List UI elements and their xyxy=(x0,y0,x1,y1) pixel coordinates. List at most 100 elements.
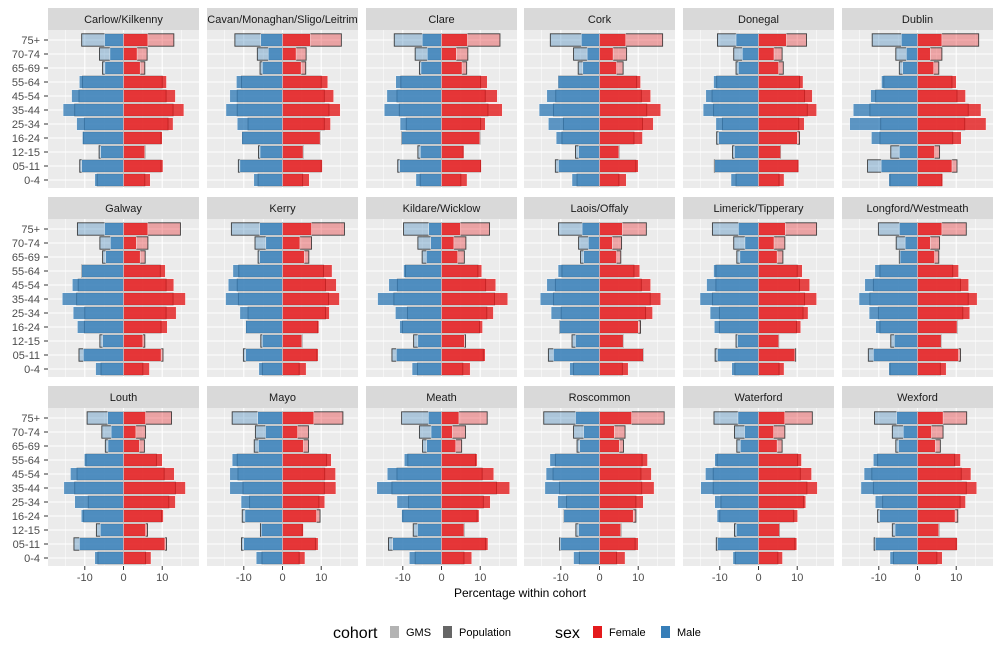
bar-population-male-55-64 xyxy=(873,453,918,467)
bar-population-male-55-64 xyxy=(232,264,283,278)
bar-population-female-25-34 xyxy=(758,495,806,509)
bar-population-female-45-54 xyxy=(599,467,652,481)
bar-population-female-25-34 xyxy=(758,306,809,320)
bar-population-male-45-54 xyxy=(71,89,124,103)
bar-population-female-05-11 xyxy=(282,537,319,551)
bar-population-male-55-64 xyxy=(881,75,918,89)
bar-population-female-25-34 xyxy=(758,117,805,131)
facet-panel: Donegal xyxy=(683,8,834,188)
bar-population-male-75+ xyxy=(107,411,124,425)
bar-population-female-70-74 xyxy=(441,47,457,61)
y-tick-label: 12-15 xyxy=(12,525,40,537)
bar-population-female-75+ xyxy=(599,33,627,47)
bar-population-female-16-24 xyxy=(917,131,962,145)
bar-population-female-55-64 xyxy=(599,453,648,467)
bar-population-male-45-54 xyxy=(229,89,283,103)
bar-population-male-55-64 xyxy=(231,453,283,467)
bar-population-male-12-15 xyxy=(100,145,124,159)
facet-strip-title: Galway xyxy=(105,203,142,215)
bar-population-male-75+ xyxy=(104,33,124,47)
facet-strip xyxy=(683,8,834,30)
bar-population-male-16-24 xyxy=(399,320,442,334)
bar-population-female-55-64 xyxy=(917,453,961,467)
facet-panel: Cavan/Monaghan/Sligo/Leitrim xyxy=(207,8,358,188)
bar-population-male-25-34 xyxy=(395,306,442,320)
bar-population-female-45-54 xyxy=(282,278,337,292)
x-tick-label: -10 xyxy=(553,572,569,584)
bar-population-female-35-44 xyxy=(123,481,186,495)
bar-population-female-35-44 xyxy=(758,481,818,495)
bar-population-female-55-64 xyxy=(599,75,641,89)
bar-population-female-65-69 xyxy=(917,250,935,264)
bar-population-female-05-11 xyxy=(917,159,953,173)
bar-population-male-65-69 xyxy=(740,439,759,453)
bar-population-female-25-34 xyxy=(441,495,491,509)
bar-population-male-75+ xyxy=(575,411,600,425)
bar-population-male-35-44 xyxy=(229,481,283,495)
bar-population-female-35-44 xyxy=(917,292,978,306)
bar-population-male-70-74 xyxy=(902,425,918,439)
facet-strip-title: Mayo xyxy=(269,392,296,404)
bar-population-male-16-24 xyxy=(401,131,442,145)
bar-population-male-35-44 xyxy=(63,481,124,495)
bar-population-male-70-74 xyxy=(744,425,759,439)
bar-population-female-12-15 xyxy=(917,523,939,537)
bar-population-male-65-69 xyxy=(582,61,600,75)
bar-population-male-55-64 xyxy=(236,75,283,89)
bar-population-female-55-64 xyxy=(441,264,482,278)
bar-population-male-45-54 xyxy=(546,89,600,103)
facet-strip-title: Wexford xyxy=(897,392,938,404)
facet-panel: Louth xyxy=(48,386,199,566)
bar-population-male-65-69 xyxy=(738,61,759,75)
x-tick-label: 10 xyxy=(156,572,168,584)
x-tick-label: 10 xyxy=(474,572,486,584)
bar-population-male-25-34 xyxy=(72,306,124,320)
y-tick-label: 75+ xyxy=(21,224,40,236)
bar-population-male-12-15 xyxy=(736,523,759,537)
bar-population-female-70-74 xyxy=(599,47,614,61)
y-tick-label: 05-11 xyxy=(13,161,40,173)
bar-population-male-0-4 xyxy=(94,173,124,187)
bar-population-female-75+ xyxy=(758,33,787,47)
bar-population-male-0-4 xyxy=(889,551,918,565)
bar-population-female-0-4 xyxy=(917,173,943,187)
bar-population-male-0-4 xyxy=(415,173,442,187)
y-tick-label: 55-64 xyxy=(12,77,40,89)
bar-population-male-75+ xyxy=(257,411,283,425)
bar-population-male-45-54 xyxy=(229,467,283,481)
bar-population-female-25-34 xyxy=(441,306,494,320)
bar-population-male-75+ xyxy=(899,222,918,236)
bar-population-male-12-15 xyxy=(737,334,759,348)
bar-population-female-45-54 xyxy=(758,278,810,292)
legend-title-cohort: cohort xyxy=(333,625,378,642)
bar-population-male-75+ xyxy=(428,411,442,425)
bar-population-male-45-54 xyxy=(70,467,124,481)
bar-population-male-16-24 xyxy=(244,509,283,523)
facet-strip xyxy=(842,8,993,30)
bar-population-female-25-34 xyxy=(599,495,644,509)
facet-strip xyxy=(524,197,675,219)
bar-population-male-12-15 xyxy=(734,145,759,159)
bar-population-male-45-54 xyxy=(870,89,918,103)
bar-population-female-12-15 xyxy=(599,145,620,159)
bar-population-male-25-34 xyxy=(715,117,759,131)
bar-population-female-0-4 xyxy=(441,362,471,376)
bar-population-female-16-24 xyxy=(758,320,801,334)
bar-population-male-16-24 xyxy=(81,509,124,523)
bar-population-male-65-69 xyxy=(105,250,124,264)
bar-population-male-05-11 xyxy=(399,159,442,173)
bar-population-male-0-4 xyxy=(258,362,283,376)
bar-population-male-05-11 xyxy=(873,348,918,362)
facet-strip-title: Longford/Westmeath xyxy=(867,203,969,215)
bar-population-female-0-4 xyxy=(758,173,785,187)
y-tick-label: 75+ xyxy=(21,413,40,425)
y-tick-label: 65-69 xyxy=(12,252,40,264)
x-tick-label: -10 xyxy=(77,572,93,584)
bar-population-female-45-54 xyxy=(441,467,494,481)
y-tick-label: 12-15 xyxy=(12,147,40,159)
bar-population-female-45-54 xyxy=(282,467,336,481)
bar-population-female-55-64 xyxy=(123,75,167,89)
bar-population-male-0-4 xyxy=(888,362,918,376)
y-tick-label: 25-34 xyxy=(12,308,40,320)
bar-population-female-16-24 xyxy=(599,131,643,145)
